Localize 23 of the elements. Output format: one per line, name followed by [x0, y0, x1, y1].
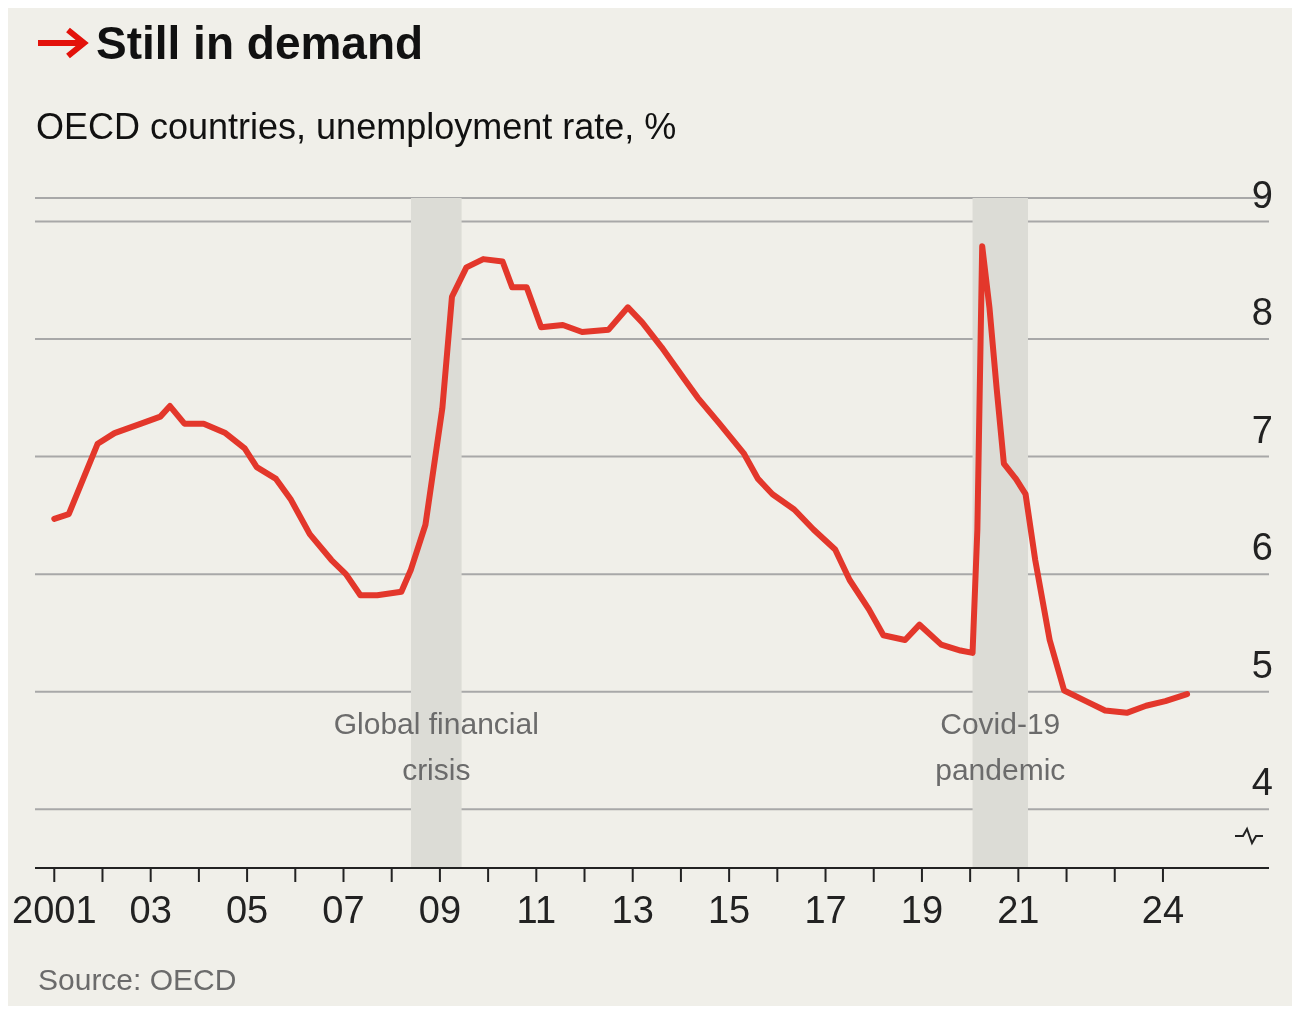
x-tick-label: 21 — [997, 888, 1040, 931]
x-tick-label: 07 — [322, 888, 365, 931]
x-tick-label: 2001 — [12, 888, 97, 931]
source-note: Source: OECD — [38, 963, 237, 997]
x-tick-label: 17 — [804, 888, 847, 931]
x-tick-label: 03 — [129, 888, 172, 931]
x-tick-label: 19 — [900, 888, 944, 931]
y-tick-label: 4 — [1251, 761, 1273, 804]
x-tick-label: 09 — [418, 888, 462, 931]
y-tick-label: 6 — [1251, 526, 1273, 569]
y-tick-label: 9 — [1251, 173, 1273, 216]
chart-title: Still in demand — [96, 16, 424, 70]
chart-subtitle: OECD countries, unemployment rate, % — [36, 106, 677, 148]
band-label: Covid-19 pandemic — [935, 707, 1066, 786]
x-tick-label: 13 — [611, 888, 654, 931]
x-tick-label: 11 — [516, 888, 557, 931]
y-tick-label: 7 — [1251, 408, 1273, 451]
y-tick-label: 5 — [1251, 643, 1273, 686]
x-tick-label: 05 — [225, 888, 269, 931]
x-tick-label: 15 — [707, 888, 751, 931]
y-tick-label: 8 — [1251, 291, 1273, 334]
x-tick-label: 24 — [1141, 888, 1185, 931]
band-label: Global financial crisis — [333, 707, 539, 786]
